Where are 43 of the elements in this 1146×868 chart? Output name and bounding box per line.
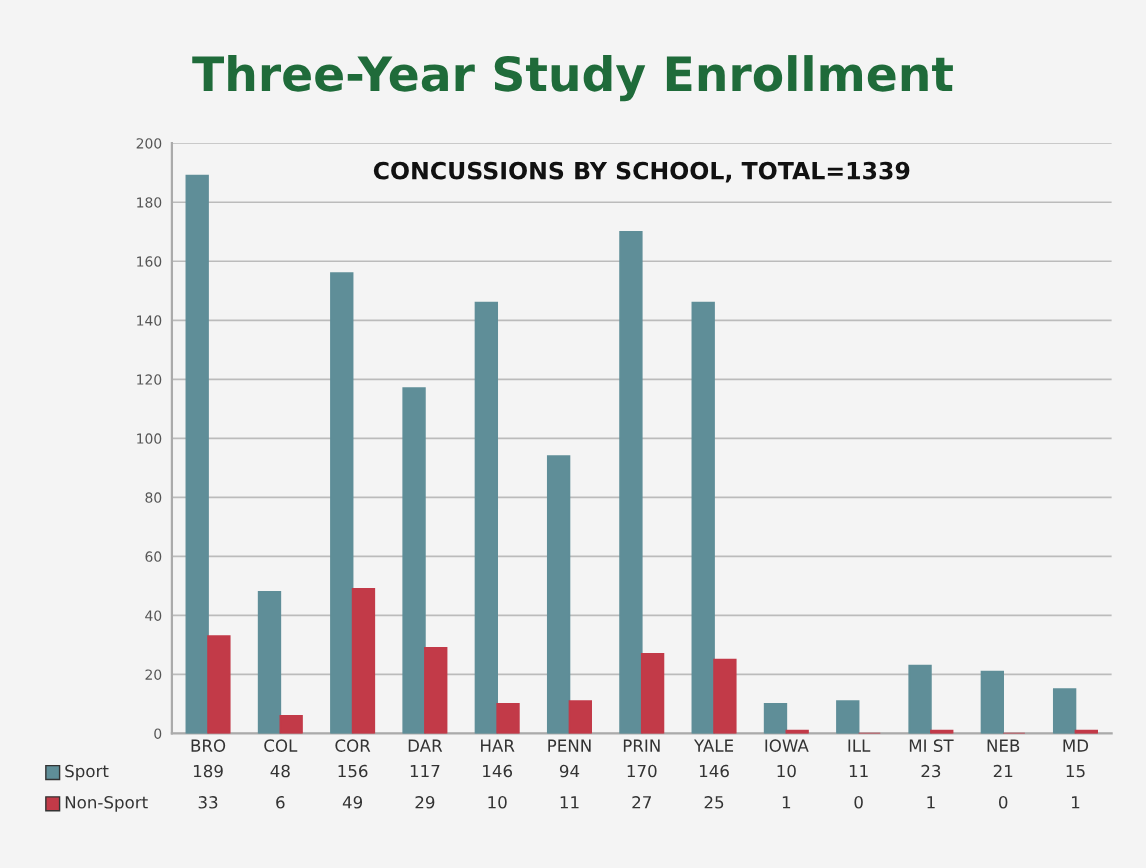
x-tick-label: COR (335, 739, 371, 752)
data-label: 10 (488, 796, 507, 809)
legend-label: Sport (65, 764, 109, 781)
x-tick-label: YALE (693, 739, 734, 752)
data-label: 156 (338, 764, 368, 778)
legend-label: Non-Sport (65, 796, 148, 812)
data-label: 25 (704, 796, 724, 809)
x-tick-label: MD (1063, 739, 1089, 752)
x-tick-label: HAR (481, 739, 515, 752)
data-label: 189 (193, 764, 223, 778)
x-tick-label: MI ST (909, 739, 954, 752)
x-tick-label: IOWA (765, 739, 809, 752)
x-tick-label: DAR (408, 739, 443, 752)
data-label: 21 (993, 764, 1013, 778)
x-tick-label: PRIN (623, 739, 660, 752)
data-label: 33 (198, 796, 218, 809)
x-tick-label: BRO (191, 739, 226, 752)
data-label: 1 (782, 796, 791, 809)
data-label: 48 (270, 764, 290, 778)
data-label: 0 (854, 796, 863, 809)
data-label: 0 (998, 796, 1008, 809)
x-tick-label: PENN (548, 739, 591, 752)
data-label: 1 (1072, 796, 1080, 809)
data-label: 11 (560, 796, 579, 809)
data-label: 146 (483, 764, 513, 778)
text: CONCUSSIONS BY SCHOOL, TOTAL=1339 (373, 161, 910, 183)
data-label: 6 (276, 796, 285, 809)
data-label: 170 (627, 764, 657, 778)
data-label: 94 (559, 764, 580, 778)
data-label: 27 (632, 796, 651, 809)
data-label: 23 (921, 764, 941, 778)
x-tick-label: COL (264, 739, 298, 752)
data-label: 1 (927, 796, 935, 809)
data-label: 15 (1066, 764, 1085, 778)
x-tick-label: NEB (987, 739, 1020, 752)
data-label: 11 (849, 764, 868, 778)
data-label: 117 (410, 764, 440, 778)
x-tick-label: ILL (848, 739, 871, 752)
data-label: 146 (699, 764, 729, 778)
data-label: 10 (777, 764, 796, 778)
chart-title: Three-Year Study Enrollment (192, 55, 953, 102)
data-label: 29 (415, 796, 435, 809)
data-label: 49 (342, 796, 363, 809)
